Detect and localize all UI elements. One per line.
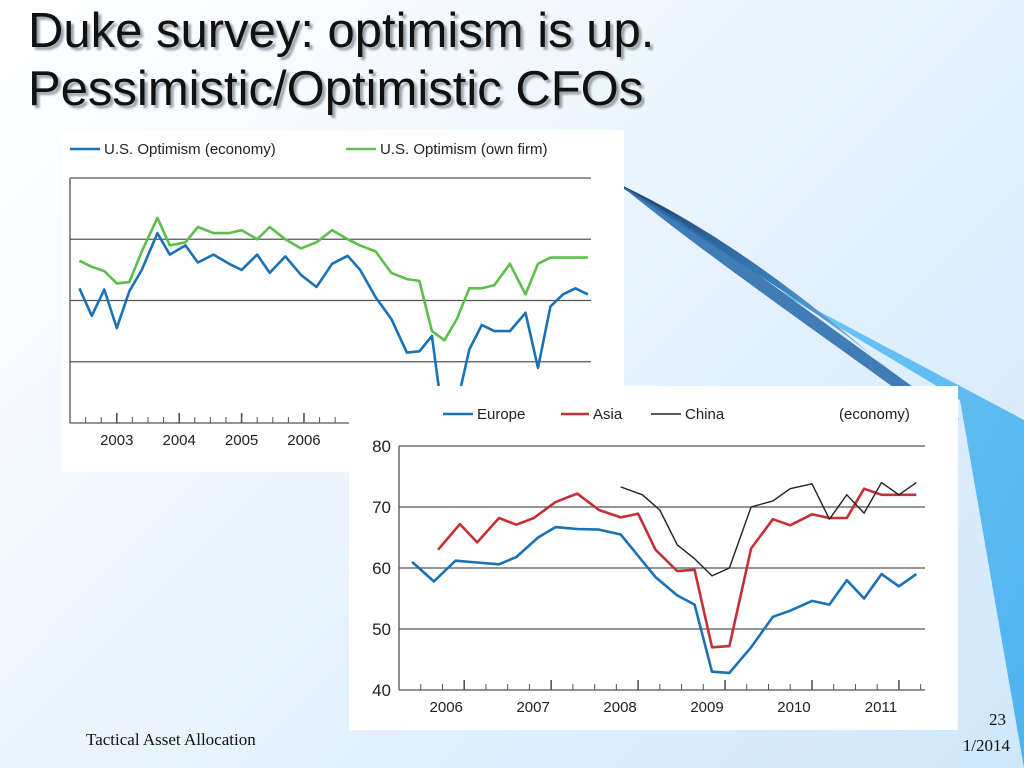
regional-optimism-chart-svg: 40 50 60 70 80 2006 2007 2008 2009 2010 2011 Europe… [372,406,925,716]
x-tick-label-2006: 2006 [287,432,320,449]
legend-label-asia: Asia [593,406,623,423]
y-tick-label-80: 80 [372,437,391,456]
y-tick-label-40: 40 [372,681,391,700]
legend-label-u-s-optimism-economy: U.S. Optimism (economy) [104,141,276,158]
legend-label-u-s-optimism-own-firm: U.S. Optimism (own firm) [380,141,548,158]
x-tick-label-2004: 2004 [163,432,196,449]
series-line-u-s-optimism-economy [78,231,589,431]
us-optimism-chart-svg: 4050607080200320042005200620U.S. Optimis… [69,141,591,449]
slide-title: Duke survey: optimism is up. Pessimistic… [28,2,654,118]
series-line-europe [411,525,918,675]
series-line-u-s-optimism-own-firm [78,216,588,342]
title-line-2: Pessimistic/Optimistic CFOs [28,62,644,116]
legend-label-europe: Europe [477,406,525,423]
x-tick-label-2005: 2005 [225,432,258,449]
footer-date: 1/2014 [962,736,1010,755]
x-tick-label-2008: 2008 [603,699,636,716]
page-number: 23 [989,710,1006,729]
regional-optimism-chart: 40 50 60 70 80 2006 2007 2008 2009 2010 2011 Europe… [349,386,958,730]
y-tick-label-60: 60 [372,559,391,578]
y-tick-label-70: 70 [372,498,391,517]
x-tick-label-2010: 2010 [777,699,810,716]
x-tick-label-2006: 2006 [430,699,463,716]
title-line-1: Duke survey: optimism is up. [28,4,655,58]
legend-note: (economy) [839,406,910,423]
series-line-asia [437,487,917,649]
legend-label-china: China [685,406,725,423]
blue-swoosh-tail [620,185,960,420]
x-tick-label-2009: 2009 [690,699,723,716]
y-tick-label-50: 50 [372,620,391,639]
series-line-china [620,481,917,577]
x-tick-label-2011: 2011 [865,699,897,716]
x-tick-label-2007: 2007 [516,699,549,716]
x-tick-label-2003: 2003 [100,432,133,449]
footer-presentation-title: Tactical Asset Allocation [86,730,256,749]
